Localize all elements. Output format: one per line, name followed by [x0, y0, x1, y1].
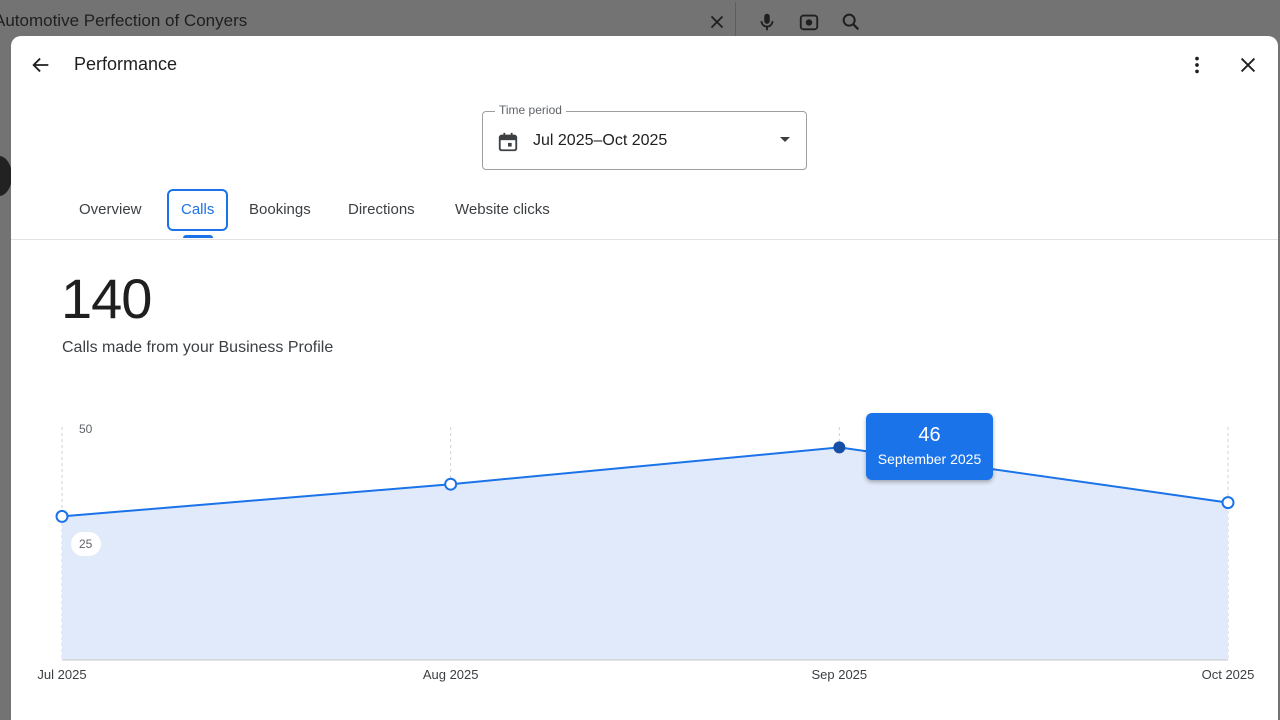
more-vert-icon: [1195, 56, 1199, 74]
tab-directions[interactable]: Directions: [348, 201, 415, 218]
close-button[interactable]: [1232, 49, 1264, 81]
y-tick-label: 50: [79, 422, 93, 436]
clear-icon: [706, 11, 728, 33]
x-tick-label: Jul 2025: [37, 667, 86, 682]
chart-tooltip: 46 September 2025: [866, 413, 993, 480]
background-divider: [735, 2, 736, 36]
time-period-select[interactable]: Time period Jul 2025–Oct 2025: [482, 103, 807, 170]
background-search-bar: Automotive Perfection of Conyers: [0, 0, 880, 44]
tooltip-value: 46: [918, 424, 941, 446]
x-tick-label: Aug 2025: [423, 667, 479, 682]
data-point: [444, 477, 458, 491]
chart-area: [62, 447, 1228, 660]
y-tick-label-bg: [71, 532, 101, 556]
close-icon: [1240, 57, 1256, 73]
data-point: [55, 509, 69, 523]
tab-bookings[interactable]: Bookings: [249, 201, 311, 218]
search-icon: [840, 11, 862, 33]
background-search-query: Automotive Perfection of Conyers: [0, 11, 248, 30]
dialog-title: Performance: [74, 54, 178, 74]
chevron-down-icon: [780, 137, 790, 142]
calls-total-value: 140: [61, 267, 152, 330]
mic-icon: [756, 11, 778, 33]
performance-dialog: Performance Time period Jul 2025–Oct 202…: [11, 36, 1278, 720]
back-button[interactable]: [25, 49, 57, 81]
arrow-back-icon: [32, 57, 49, 73]
x-tick-label: Oct 2025: [1202, 667, 1255, 682]
data-point: [1221, 496, 1235, 510]
calls-total-description: Calls made from your Business Profile: [62, 339, 334, 356]
tooltip-label: September 2025: [877, 451, 982, 467]
y-tick-label: 25: [79, 537, 93, 551]
data-point-highlighted: [833, 441, 846, 454]
tab-bar: Overview Calls Bookings Directions Websi…: [11, 189, 1278, 240]
x-tick-label: Sep 2025: [811, 667, 867, 682]
calls-chart: 50 25 Jul 2025 Aug 2025 Sep 2025 Oct 2025: [37, 422, 1255, 682]
active-tab-indicator: [183, 235, 213, 238]
tab-website-clicks[interactable]: Website clicks: [455, 201, 550, 218]
lens-icon: [798, 11, 820, 33]
more-options-button[interactable]: [1181, 49, 1213, 81]
tab-calls[interactable]: Calls: [167, 189, 229, 231]
calendar-icon: [497, 131, 519, 158]
chart-series-line: [61, 446, 1229, 518]
tab-overview[interactable]: Overview: [79, 201, 142, 218]
background-avatar: [0, 156, 12, 196]
time-period-label: Time period: [495, 103, 566, 117]
time-period-value: Jul 2025–Oct 2025: [533, 132, 668, 149]
